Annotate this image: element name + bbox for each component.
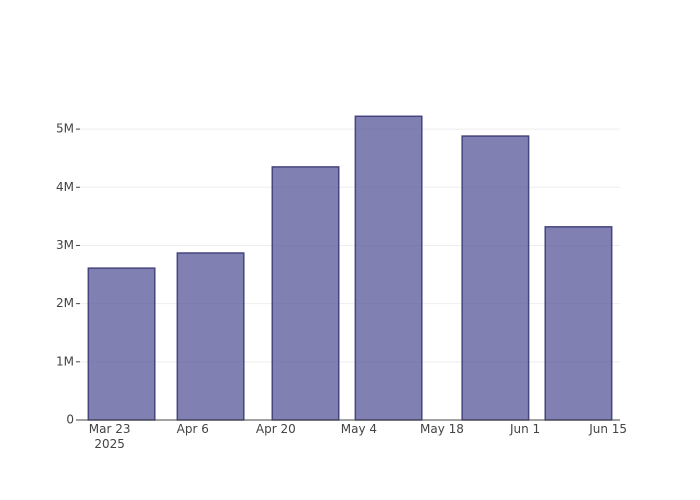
bar — [87, 267, 156, 421]
y-tick-label: 2M — [56, 296, 74, 310]
bar — [354, 115, 423, 421]
y-tick-label: 4M — [56, 180, 74, 194]
bar — [176, 252, 245, 421]
x-tick-label: May 4 — [340, 422, 378, 436]
bar — [544, 226, 613, 421]
y-tick-label: 3M — [56, 238, 74, 252]
x-tick-label: Apr 20 — [255, 422, 296, 436]
x-tick-label: Jun 15 — [589, 422, 628, 436]
bar — [461, 135, 530, 421]
x-tick-label: Jun 1 — [509, 422, 541, 436]
y-tick-label: 1M — [56, 354, 74, 368]
x-tick-label: Apr 6 — [176, 422, 209, 436]
y-tick-label: 5M — [56, 122, 74, 136]
grid — [80, 128, 620, 363]
x-tick-label: Mar 23 2025 — [88, 422, 131, 451]
y-tick-label: 0 — [66, 413, 74, 427]
x-tick-label: May 18 — [420, 422, 464, 436]
bar — [271, 166, 340, 421]
